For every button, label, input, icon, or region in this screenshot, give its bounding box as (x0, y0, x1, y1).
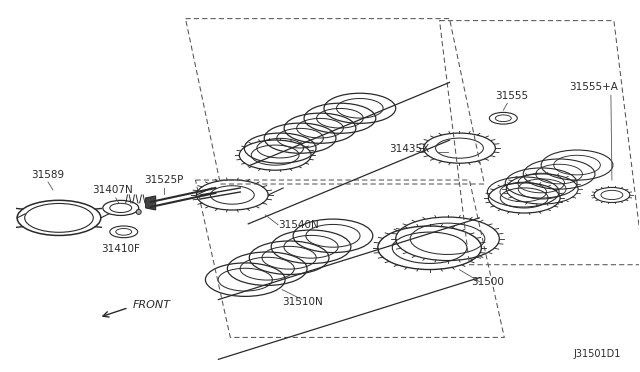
Text: 31589: 31589 (31, 170, 65, 180)
Text: J31501D1: J31501D1 (573, 349, 621, 359)
Text: 31435X: 31435X (389, 144, 429, 154)
Text: 31410F: 31410F (101, 244, 140, 254)
Text: 31407N: 31407N (92, 185, 133, 195)
Text: 31555: 31555 (495, 91, 528, 101)
Text: 31510N: 31510N (282, 296, 323, 307)
Ellipse shape (136, 209, 141, 214)
Text: 31525P: 31525P (144, 175, 183, 185)
Text: FRONT: FRONT (132, 299, 171, 310)
Text: 31500: 31500 (471, 277, 504, 287)
Text: 31540N: 31540N (278, 220, 319, 230)
Polygon shape (146, 196, 156, 210)
Text: 31555+A: 31555+A (570, 82, 618, 92)
